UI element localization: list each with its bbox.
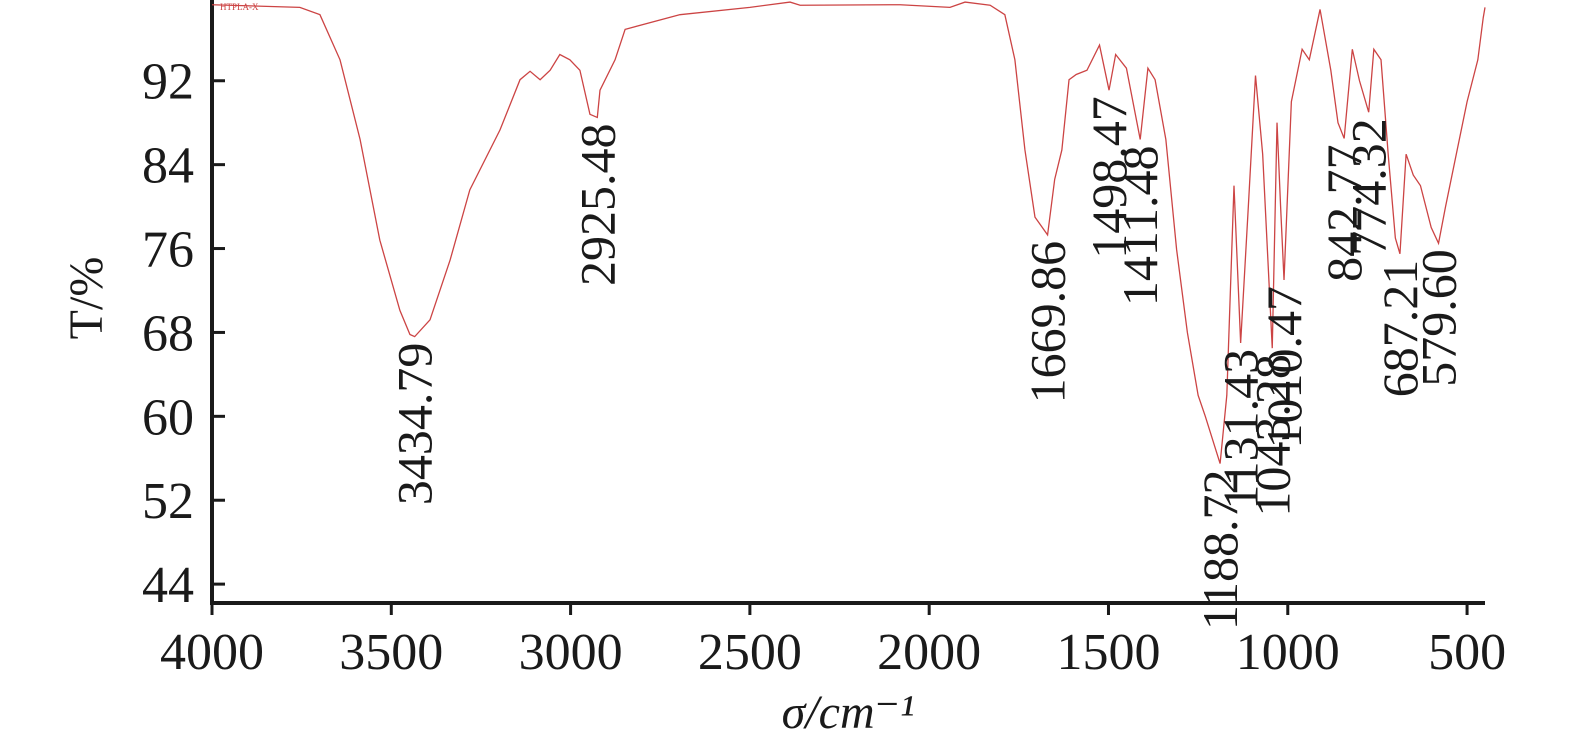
- x-tick-label: 4000: [160, 624, 264, 681]
- peak-label: 774.32: [1341, 118, 1397, 256]
- x-tick-label: 1000: [1236, 624, 1340, 681]
- x-axis-label: σ/cm⁻¹: [782, 686, 915, 739]
- y-tick-label: 52: [142, 473, 194, 530]
- peak-label: 579.60: [1411, 249, 1467, 387]
- x-tick-label: 3500: [339, 624, 443, 681]
- peak-label: 842.77: [1316, 144, 1372, 282]
- x-tick-label: 500: [1428, 624, 1506, 681]
- peak-label: 2925.48: [569, 123, 625, 286]
- y-tick-label: 68: [142, 305, 194, 362]
- peak-label: 1043.28: [1244, 354, 1300, 517]
- y-tick-label: 60: [142, 389, 194, 446]
- y-tick-label: 76: [142, 222, 194, 279]
- spectrum-line: [211, 1, 1486, 464]
- peak-label: 687.21: [1372, 260, 1428, 398]
- y-axis-label: T/%: [60, 257, 113, 340]
- peak-label: 1498.47: [1081, 96, 1137, 259]
- peak-label: 1411.48: [1112, 145, 1168, 306]
- x-tick-label: 2000: [877, 624, 981, 681]
- y-tick-label: 44: [142, 557, 194, 614]
- x-tick-label: 2500: [698, 624, 802, 681]
- peak-label: 1188.72: [1192, 470, 1248, 631]
- x-tick-label: 3000: [519, 624, 623, 681]
- peak-label: 1669.86: [1020, 241, 1076, 404]
- x-tick-label: 1500: [1056, 624, 1160, 681]
- series-name: HTPLA-X: [220, 2, 259, 12]
- peak-label: 1131.43: [1213, 349, 1269, 510]
- peak-label: 1010.47: [1256, 286, 1312, 449]
- y-tick-label: 84: [142, 138, 194, 195]
- y-tick-label: 92: [142, 54, 194, 111]
- peak-label: 3434.79: [387, 343, 443, 506]
